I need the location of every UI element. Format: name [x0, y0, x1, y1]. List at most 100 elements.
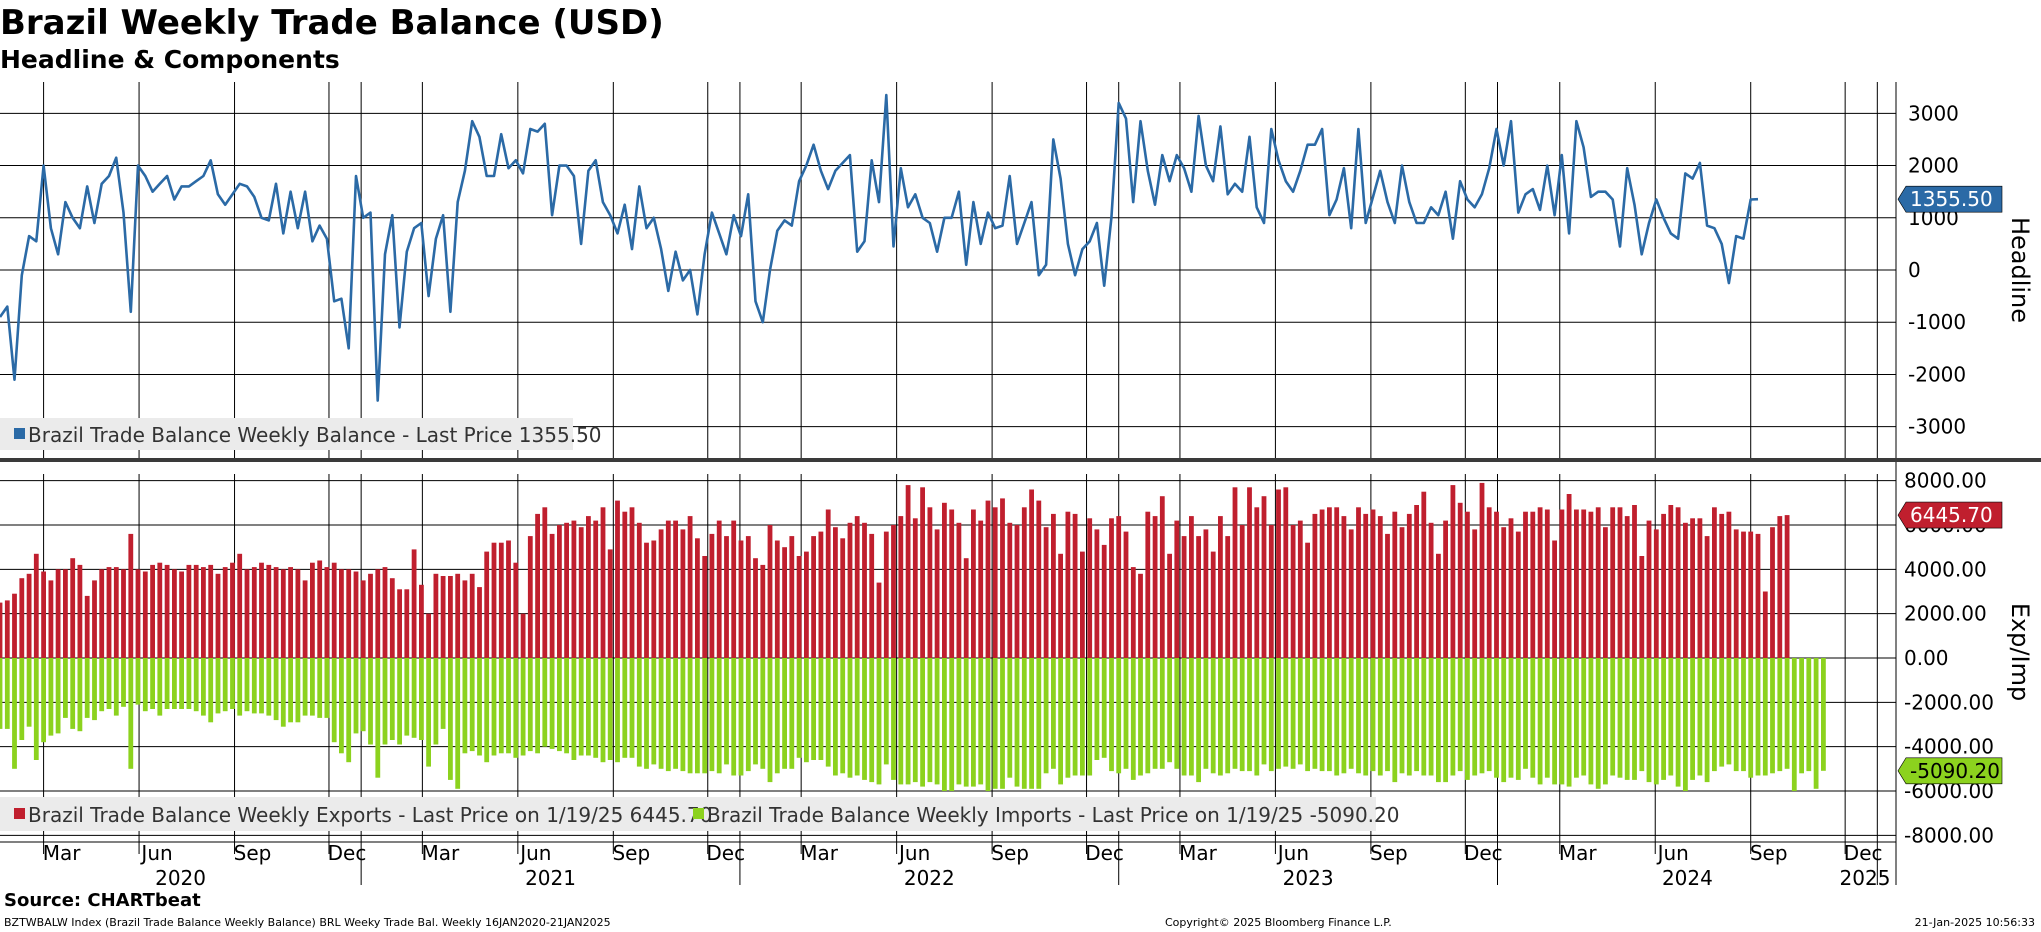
exports-bar [1566, 494, 1572, 658]
exports-bar [1094, 529, 1100, 658]
exports-bar [498, 542, 504, 658]
imports-bar [600, 658, 606, 763]
exports-bar [564, 522, 569, 658]
imports-bar [992, 658, 998, 789]
exports-bar [1305, 542, 1310, 658]
exports-bar [4, 600, 10, 658]
exports-bar [651, 540, 657, 658]
imports-bar [1051, 658, 1056, 769]
imports-bar [527, 658, 533, 752]
year-label: 2022 [904, 866, 955, 890]
imports-bar [1436, 658, 1441, 783]
imports-bar [1799, 658, 1804, 774]
imports-bar [876, 658, 882, 785]
imports-last-value: -5090.20 [1910, 759, 2000, 783]
imports-bar [251, 658, 257, 714]
exports-bar [513, 562, 519, 658]
imports-bar [142, 658, 148, 712]
components-legend-bg [0, 797, 1376, 831]
imports-bar [811, 658, 816, 760]
exports-bar [1603, 527, 1608, 658]
imports-bar [1109, 658, 1114, 772]
exports-bar [99, 569, 105, 658]
imports-bar [404, 658, 410, 736]
imports-bar [1319, 658, 1325, 772]
imports-bar [317, 658, 323, 718]
exports-bar [869, 533, 875, 658]
exports-bar [825, 509, 831, 658]
imports-bar [898, 658, 904, 785]
exports-bar [1588, 511, 1594, 658]
headline-tick-label: -3000 [1908, 415, 1966, 439]
imports-bar [135, 658, 141, 705]
exports-bar [1385, 533, 1390, 658]
exports-bar [1036, 500, 1042, 658]
exports-bar [963, 558, 969, 658]
imports-bar [1297, 658, 1303, 765]
month-label: Jun [139, 841, 172, 865]
imports-bar [310, 658, 315, 716]
imports-bar [1189, 658, 1194, 776]
imports-bar [201, 658, 206, 716]
imports-bar [244, 658, 250, 712]
exports-bar [1080, 551, 1085, 658]
imports-bar [498, 658, 504, 754]
imports-bar [1348, 658, 1354, 769]
imports-bar [1653, 658, 1659, 785]
imports-bar [1472, 658, 1478, 776]
imports-bar [963, 658, 969, 787]
imports-bar [1167, 658, 1172, 763]
imports-bar [1145, 658, 1151, 774]
exports-bar [1123, 531, 1129, 658]
exports-bar [934, 529, 940, 658]
exports-bar [1581, 509, 1587, 658]
exports-bar [266, 564, 272, 658]
imports-bar [658, 658, 664, 769]
imports-bar [1704, 658, 1710, 783]
exports-bar [971, 509, 976, 658]
imports-bar [1087, 658, 1093, 776]
exports-bar [237, 553, 243, 658]
expimp-tick-label: 4000.00 [1904, 557, 1987, 581]
exports-bar [1661, 513, 1666, 658]
imports-bar [1159, 658, 1165, 769]
exports-bar [164, 564, 170, 658]
imports-bar [1610, 658, 1616, 776]
exports-bar [1210, 551, 1216, 658]
exports-bar [833, 527, 838, 658]
imports-bar [1254, 658, 1260, 776]
imports-bar [1152, 658, 1158, 769]
timestamp: 21-Jan-2025 10:56:33 [1914, 916, 2035, 929]
exports-bar [1632, 505, 1637, 658]
exports-bar [905, 485, 911, 658]
exports-bar [724, 536, 729, 658]
imports-bar [513, 658, 519, 758]
exports-legend-swatch [14, 808, 25, 819]
exports-bar [1515, 531, 1521, 658]
imports-bar [237, 658, 243, 716]
exports-bar [280, 569, 286, 658]
exports-bar [339, 569, 344, 658]
exports-bar [1261, 496, 1267, 658]
imports-bar [571, 658, 577, 760]
imports-bar [1821, 658, 1826, 771]
exports-bar [578, 527, 584, 658]
imports-bar [506, 658, 511, 754]
exports-bar [41, 571, 46, 658]
imports-bar [113, 658, 119, 716]
year-label: 2024 [1662, 866, 1713, 890]
imports-bar [1356, 658, 1361, 774]
imports-bar [542, 658, 548, 747]
imports-bar [586, 658, 591, 756]
imports-bar [927, 658, 933, 783]
imports-bar [55, 658, 61, 734]
imports-bar [172, 658, 177, 709]
exports-bar [1319, 509, 1325, 658]
imports-bar [186, 658, 192, 709]
imports-bar [1305, 658, 1310, 772]
exports-bar [1712, 507, 1717, 658]
imports-bar [607, 658, 613, 760]
imports-bar [789, 658, 795, 769]
imports-bar [1261, 658, 1267, 765]
imports-bar [636, 658, 642, 767]
